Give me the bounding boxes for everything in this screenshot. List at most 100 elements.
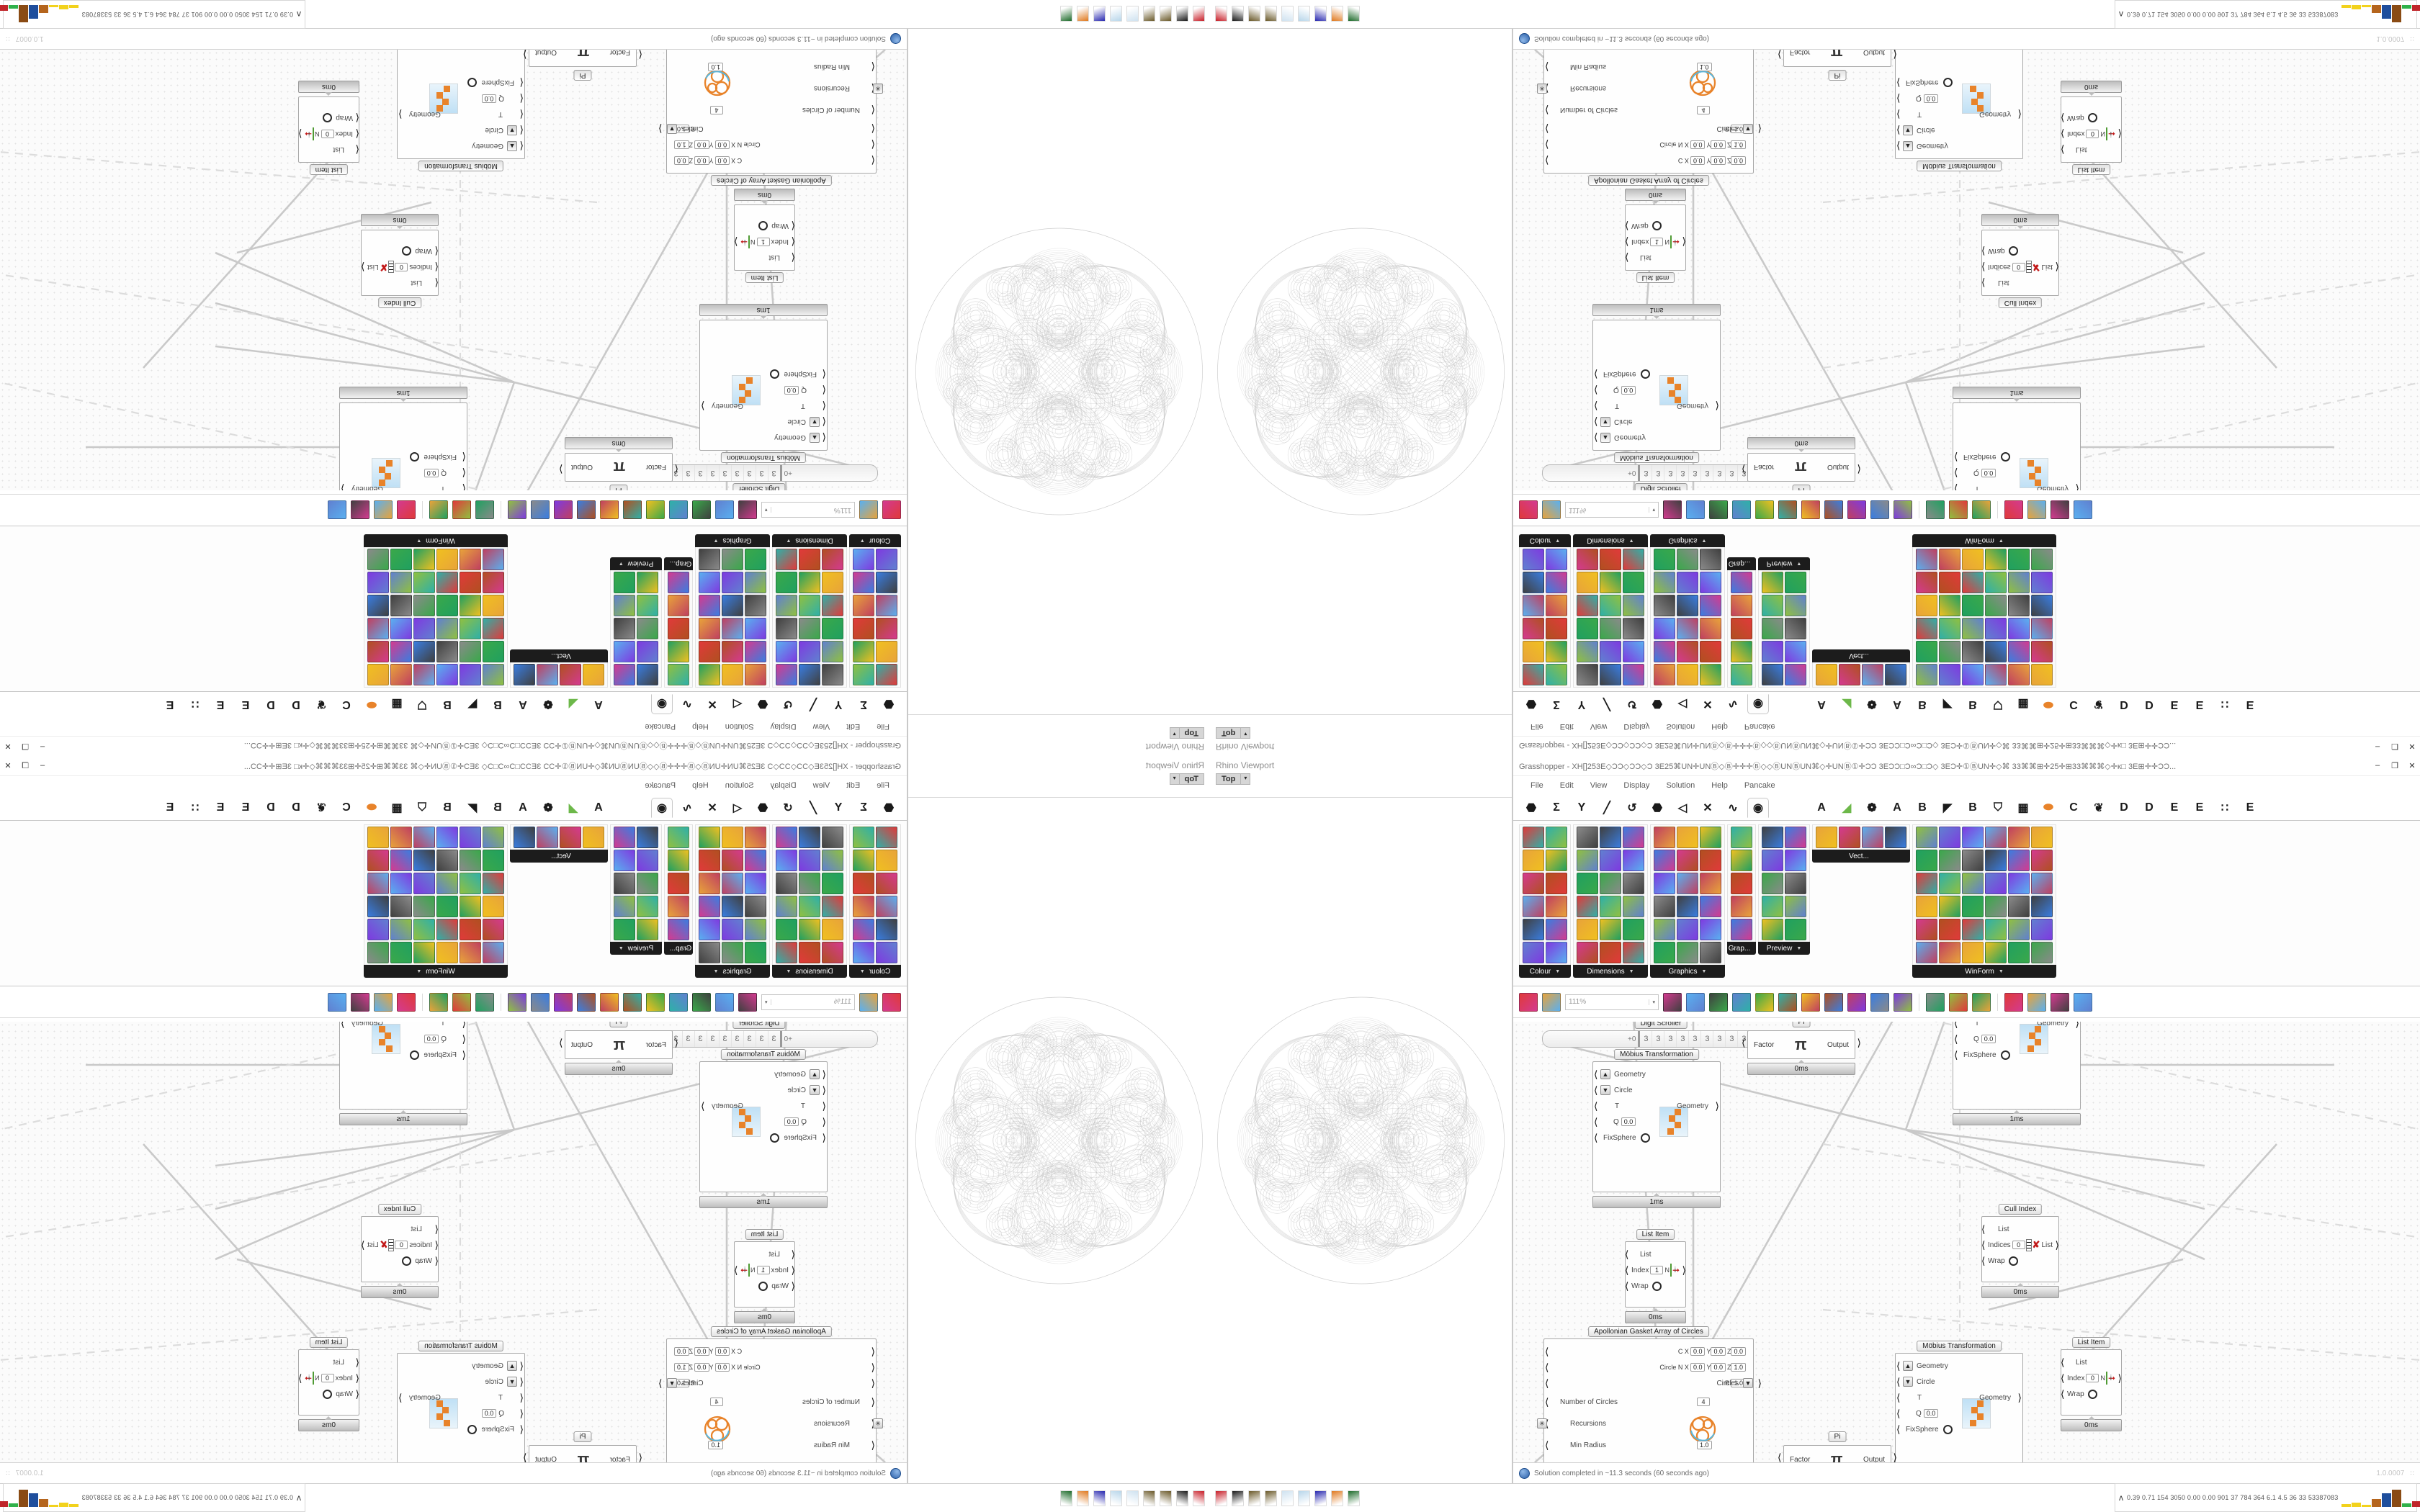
- preview-wire-icon[interactable]: [1949, 500, 1968, 520]
- ribbon-tool-icon[interactable]: [1985, 572, 2007, 593]
- addon-c-tab[interactable]: C: [2069, 801, 2078, 814]
- ribbon-tool-icon[interactable]: [1939, 664, 1960, 685]
- ribbon-tool-icon[interactable]: [460, 919, 481, 940]
- addon-d-tab[interactable]: D: [2120, 801, 2128, 814]
- digit-scroller-1-track[interactable]: +0 33333333333: [1542, 464, 1776, 482]
- graft-down-icon[interactable]: ▼: [1743, 124, 1753, 134]
- params-tab[interactable]: ⬣: [1526, 698, 1536, 711]
- addon-blob-tab[interactable]: ⬬: [2043, 698, 2053, 711]
- list-item-1[interactable]: List Item ⟨ List ⟨ Index 0 N ➞ ⟩ i ⟨: [298, 1337, 359, 1431]
- input-port-icon[interactable]: ⟨: [434, 277, 439, 289]
- panel-label[interactable]: Dimensions ▼: [1573, 534, 1648, 547]
- flatten-up-icon[interactable]: ▲: [507, 141, 517, 151]
- ribbon-tool-icon[interactable]: [2008, 572, 2030, 593]
- input-port-icon[interactable]: ⟨: [519, 1360, 524, 1372]
- scroller-digit[interactable]: 3: [1701, 465, 1714, 481]
- ribbon-tool-icon[interactable]: [367, 595, 389, 616]
- panel-label[interactable]: Dimensions ▼: [772, 965, 847, 978]
- ribbon-tool-icon[interactable]: [1677, 919, 1698, 940]
- output-port-icon[interactable]: ⟩: [2017, 1392, 2022, 1403]
- gh-brown2-icon[interactable]: [1265, 6, 1277, 22]
- apollonian-cy-value[interactable]: 0.0: [1711, 156, 1726, 165]
- ribbon-tool-icon[interactable]: [745, 641, 766, 662]
- ribbon-tool-icon[interactable]: [1546, 595, 1567, 616]
- addon-d-tab[interactable]: D: [292, 801, 300, 814]
- scroller-digit[interactable]: 3: [706, 465, 719, 481]
- apollonian-nx-value[interactable]: 0.0: [1690, 1363, 1706, 1372]
- ribbon-tool-icon[interactable]: [799, 873, 820, 894]
- ribbon-tool-icon[interactable]: [614, 641, 635, 662]
- mobius-1-body[interactable]: ⟨ ▲ Geometry ⟨ ▼ Circle ⟨ T ⟩ Geometry ⟨…: [339, 402, 467, 490]
- params-tab[interactable]: ⬣: [884, 801, 894, 814]
- addon-grid-tab[interactable]: ▦: [2017, 698, 2029, 711]
- ribbon-tool-icon[interactable]: [2008, 664, 2030, 685]
- ribbon-tool-icon[interactable]: [1939, 942, 1960, 963]
- input-port-icon[interactable]: ⟨: [355, 112, 359, 124]
- ribbon-tool-icon[interactable]: [2008, 896, 2030, 917]
- ribbon-tool-icon[interactable]: [699, 919, 720, 940]
- ribbon-tool-icon[interactable]: [668, 641, 689, 662]
- ribbon-tool-icon[interactable]: [1785, 595, 1806, 616]
- apollonian-ny-value[interactable]: 0.0: [1711, 1363, 1726, 1372]
- boolean-toggle-icon[interactable]: [467, 1424, 478, 1434]
- input-port-icon[interactable]: ⟨: [519, 77, 524, 89]
- ribbon-tool-icon[interactable]: [460, 618, 481, 639]
- output-port-icon[interactable]: ⟩: [658, 123, 663, 135]
- profiler-icon[interactable]: [669, 992, 688, 1012]
- ribbon-tool-icon[interactable]: [722, 942, 743, 963]
- input-port-icon[interactable]: ⟨: [2061, 1356, 2065, 1368]
- flatten-up-icon[interactable]: ▲: [810, 1069, 820, 1079]
- panel-pin-icon[interactable]: ▼: [1701, 538, 1707, 544]
- addon-blob-tab[interactable]: ⬬: [367, 698, 377, 711]
- ribbon-tool-icon[interactable]: [436, 664, 458, 685]
- boolean-toggle-icon[interactable]: [2008, 246, 2018, 256]
- ribbon-tool-icon[interactable]: [436, 549, 458, 570]
- ribbon-tool-icon[interactable]: [2031, 595, 2053, 616]
- ribbon-tool-icon[interactable]: [722, 827, 743, 848]
- list-item-1[interactable]: List Item ⟨ List ⟨ Index 0 N ➞ ⟩ i ⟨: [2061, 81, 2122, 175]
- addon-d-tab[interactable]: D: [292, 698, 300, 711]
- scroller-digit[interactable]: 3: [730, 465, 743, 481]
- input-port-icon[interactable]: ⟨: [2061, 1388, 2065, 1400]
- flatten-up-icon[interactable]: ▲: [1903, 1361, 1913, 1371]
- addon-bird-tab[interactable]: ❦: [2094, 801, 2104, 814]
- panel-label[interactable]: Graphics ▼: [1650, 534, 1725, 547]
- ribbon-tool-icon[interactable]: [776, 850, 797, 871]
- ribbon-tool-icon[interactable]: [2008, 942, 2030, 963]
- menu-item-file[interactable]: File: [1531, 781, 1543, 790]
- mobius-2-body[interactable]: ⟨ ▲ Geometry ⟨ ▼ Circle ⟨ T ⟩ Geometry ⟨…: [699, 320, 828, 451]
- boolean-toggle-icon[interactable]: [402, 246, 412, 256]
- ribbon-tool-icon[interactable]: [668, 664, 689, 685]
- ribbon-tool-icon[interactable]: [1985, 618, 2007, 639]
- vector-tab[interactable]: ╱: [810, 698, 817, 711]
- input-port-icon[interactable]: ⟨: [462, 451, 466, 463]
- scroller-digit[interactable]: 3: [1713, 1031, 1726, 1047]
- output-port-icon[interactable]: ⟩: [559, 1037, 563, 1048]
- ribbon-tool-icon[interactable]: [436, 618, 458, 639]
- ribbon-tool-icon[interactable]: [1677, 618, 1698, 639]
- mobius-2-body[interactable]: ⟨ ▲ Geometry ⟨ ▼ Circle ⟨ T ⟩ Geometry ⟨…: [699, 1061, 828, 1192]
- ribbon-tool-icon[interactable]: [413, 641, 435, 662]
- input-port-icon[interactable]: ⟨: [1594, 369, 1598, 380]
- input-port-icon[interactable]: ⟨: [1981, 246, 1986, 257]
- ribbon-tool-icon[interactable]: [1700, 641, 1721, 662]
- input-port-icon[interactable]: ⟨: [822, 1100, 826, 1112]
- ribbon-tool-icon[interactable]: [1523, 827, 1544, 848]
- ribbon-tool-icon[interactable]: [876, 850, 897, 871]
- ribbon-tool-icon[interactable]: [1839, 664, 1860, 685]
- close-icon[interactable]: ✕: [2408, 742, 2416, 750]
- rhino-icon[interactable]: [1215, 6, 1227, 22]
- ribbon-tool-icon[interactable]: [853, 664, 874, 685]
- input-port-icon[interactable]: ⟨: [1625, 1264, 1629, 1276]
- ribbon-tool-icon[interactable]: [390, 618, 412, 639]
- menu-item-help[interactable]: Help: [1711, 722, 1728, 731]
- ribbon-tool-icon[interactable]: [2031, 618, 2053, 639]
- rhino-viewport-pane[interactable]: Rhino Viewport Top ▾: [908, 756, 1210, 1483]
- panel-pin-icon[interactable]: ▼: [1796, 561, 1802, 567]
- panel-pin-icon[interactable]: ▼: [618, 561, 624, 567]
- ribbon-tool-icon[interactable]: [1985, 919, 2007, 940]
- mobius-1-body[interactable]: ⟨ ▲ Geometry ⟨ ▼ Circle ⟨ T ⟩ Geometry ⟨…: [339, 1022, 467, 1110]
- widget-icon[interactable]: [531, 992, 550, 1012]
- ribbon-tool-icon[interactable]: [390, 919, 412, 940]
- output-port-icon[interactable]: ⟩: [523, 50, 527, 60]
